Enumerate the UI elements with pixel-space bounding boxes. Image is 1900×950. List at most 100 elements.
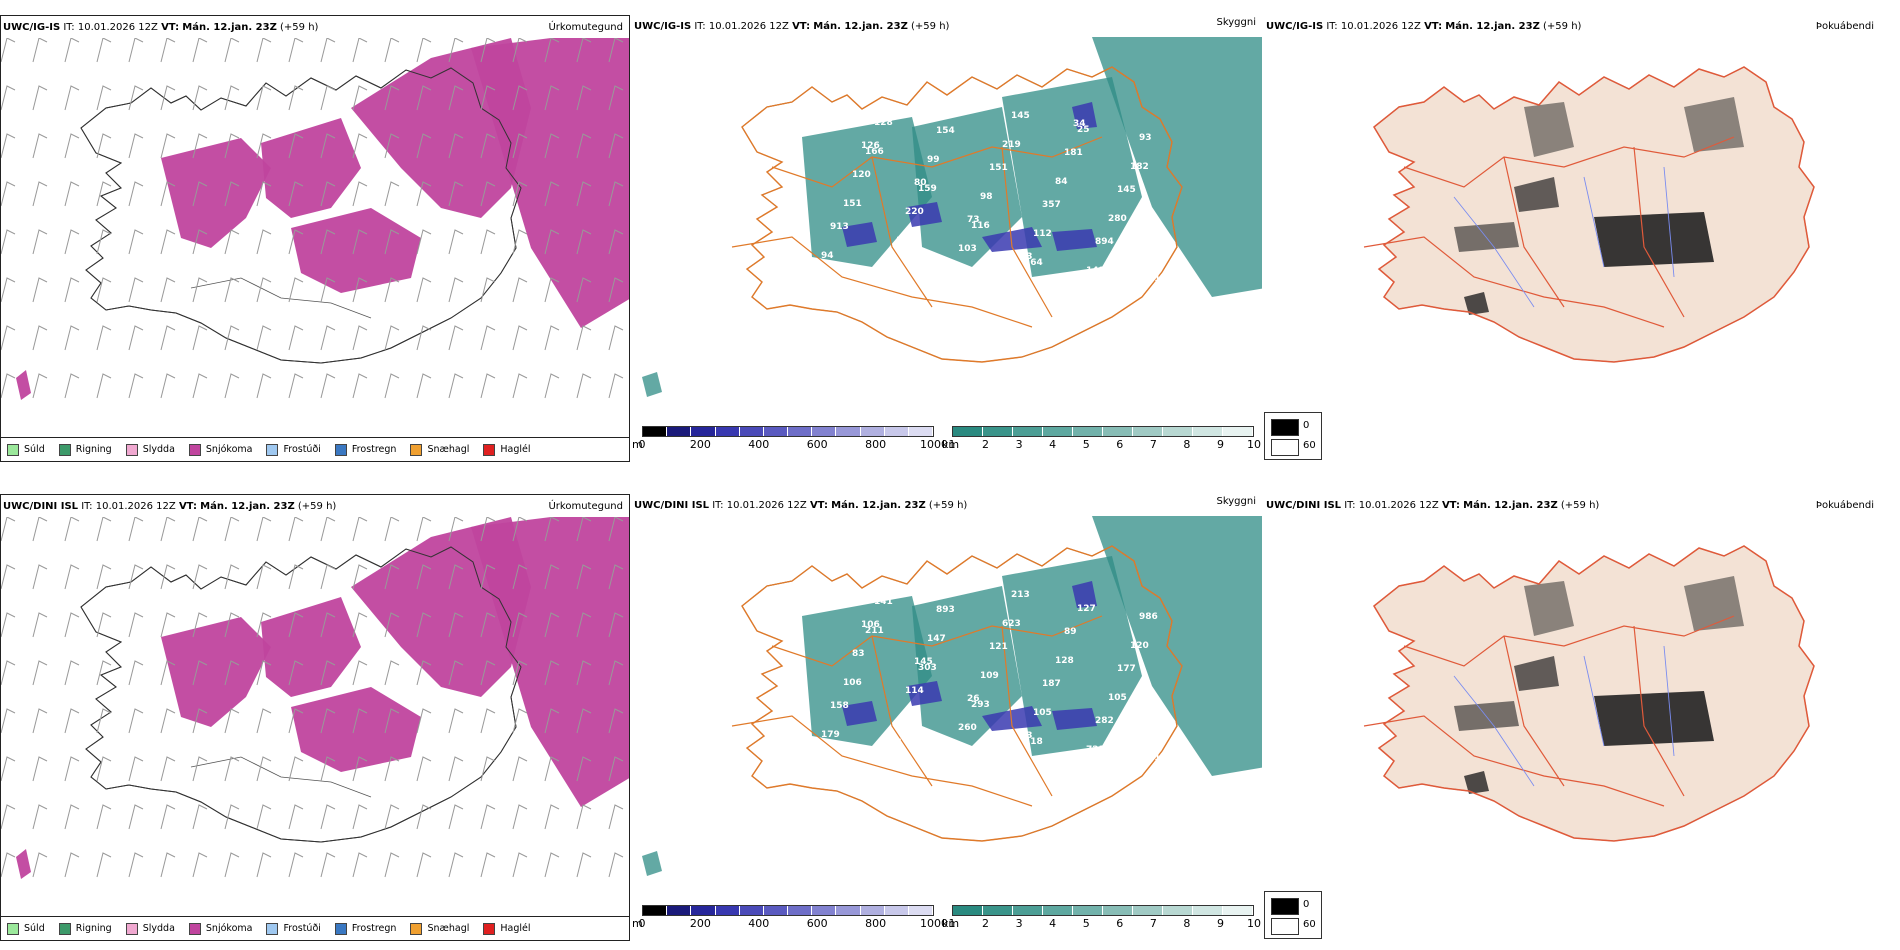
panel-title: Skyggni [1216, 17, 1256, 28]
colorbar-tick: 600 [806, 917, 828, 930]
colorbar-tick: 3 [1015, 438, 1023, 451]
legend-swatch [410, 922, 423, 935]
colorbar-tick: 200 [689, 917, 711, 930]
ceiling-value-label: 177 [1117, 664, 1136, 674]
ceiling-value-label: 463 [896, 715, 915, 725]
ceiling-value-label: 145 [1117, 185, 1136, 195]
fog-legend-dark-label: 0 [1303, 899, 1310, 910]
ceiling-value-label: 43 [1020, 731, 1033, 741]
panel-header: UWC/IG-IS IT: 10.01.2026 12Z VT: Mán. 12… [3, 22, 319, 33]
legend-item: Frostregn [334, 922, 396, 935]
ceiling-value-label: 159 [918, 184, 937, 194]
precip-type-legend: Súld Rigning Slydda Snjókoma Frostúði Frostre… [1, 916, 629, 940]
ceiling-value-label: 181 [1064, 148, 1083, 158]
legend-label: Slydda [142, 444, 175, 455]
panel-title: Skyggni [1216, 496, 1256, 507]
ceiling-value-label: 120 [1130, 641, 1149, 651]
ceiling-value-label: 282 [1095, 716, 1114, 726]
legend-label: Haglél [500, 444, 531, 455]
legend-swatch [188, 922, 201, 935]
colorbar-tick: 10 [1247, 917, 1261, 930]
legend-item: Snæhagl [410, 922, 469, 935]
colorbar-tick: 800 [865, 917, 887, 930]
colorbar-tick: 5 [1082, 917, 1090, 930]
precip-type-map [1, 38, 629, 400]
legend-item: Haglél [483, 922, 531, 935]
fog-panel-bottom: UWC/DINI ISL IT: 10.01.2026 12Z VT: Mán.… [1264, 494, 1894, 941]
colorbar-unit: m [632, 917, 643, 930]
ceiling-value-label: 141 [874, 597, 893, 607]
panel-header: UWC/IG-IS IT: 10.01.2026 12Z VT: Mán. 12… [1266, 21, 1582, 32]
fog-panel-top: UWC/IG-IS IT: 10.01.2026 12Z VT: Mán. 12… [1264, 15, 1894, 462]
colorbar-tick: 400 [748, 917, 770, 930]
ceiling-value-label: 280 [1108, 214, 1127, 224]
ceiling-value-label: 411 [1148, 274, 1167, 284]
panel-header: UWC/DINI ISL IT: 10.01.2026 12Z VT: Mán.… [1266, 500, 1600, 511]
fog-index-map [1363, 66, 1815, 363]
legend-label: Snjókoma [205, 923, 253, 934]
ceiling-value-label: 121 [883, 259, 902, 269]
colorbar-tick: 6 [1116, 438, 1124, 451]
legend-item: Snæhagl [410, 443, 469, 456]
colorbar-tick: 9 [1216, 438, 1224, 451]
ceiling-value-label: 126 [861, 141, 880, 151]
legend-label: Súld [24, 923, 45, 934]
colorbar-tick: 5 [1082, 438, 1090, 451]
ceiling-value-label: 128 [874, 118, 893, 128]
colorbar-tick: 1000 [920, 917, 948, 930]
legend-swatch [410, 443, 423, 456]
panel-title: Þokuábendi [1815, 500, 1874, 511]
visibility-colorbar: km 1 2 3 4 5 6 7 8 9 10 [942, 426, 1261, 456]
legend-item: Frostúði [266, 443, 321, 456]
ceiling-value-label: 151 [989, 163, 1008, 173]
ceiling-value-label: 120 [852, 170, 871, 180]
fog-legend-light-label: 60 [1303, 919, 1316, 930]
ceiling-value-label: 357 [1042, 200, 1061, 210]
ceiling-value-label: 148 [1086, 266, 1105, 276]
ceiling-value-label: 145 [914, 657, 933, 667]
ceiling-value-label: 112 [1033, 229, 1052, 239]
ceiling-value-label: 303 [918, 663, 937, 673]
colorbar-tick: 3 [1015, 917, 1023, 930]
cloud-visibility-map: 216 211 303 293 118 127 120 106 463 340 623 128 105 1… [642, 516, 1262, 876]
panel-title: Þokuábendi [1815, 21, 1874, 32]
legend-item: Rigning [58, 922, 112, 935]
cloud-panel-top: UWC/IG-IS IT: 10.01.2026 12Z VT: Mán. 12… [632, 15, 1262, 462]
ceiling-value-label: 913 [830, 222, 849, 232]
colorbar-unit: km [942, 917, 960, 930]
cloud-base-colorbar: m 0 200 400 600 800 1000 [632, 905, 948, 935]
legend-label: Frostúði [283, 923, 321, 934]
fog-legend-light-label: 60 [1303, 440, 1316, 451]
ceiling-value-label: 216 [812, 589, 831, 599]
colorbar-tick: 6 [1116, 917, 1124, 930]
legend-label: Frostúði [283, 444, 321, 455]
ceiling-value-label: 43 [1020, 252, 1033, 262]
legend-swatch [334, 922, 347, 935]
ceiling-value-label: 127 [1077, 604, 1096, 614]
legend-swatch [266, 443, 279, 456]
colorbar-tick: 7 [1149, 917, 1157, 930]
ceiling-value-label: 151 [843, 199, 862, 209]
legend-item: Slydda [125, 922, 175, 935]
ceiling-value-label: 34 [1073, 119, 1086, 129]
ceiling-value-label: 103 [958, 244, 977, 254]
ptype-panel-bottom: UWC/DINI ISL IT: 10.01.2026 12Z VT: Mán.… [0, 494, 630, 941]
colorbar-tick: 0 [638, 438, 646, 451]
colorbar-tick: 10 [1247, 438, 1261, 451]
ceiling-value-label: 154 [936, 126, 955, 136]
ceiling-value-label: 623 [1002, 619, 1021, 629]
ceiling-value-label: 93 [1139, 133, 1152, 143]
cloud-visibility-map: 601 166 159 116 164 25 182 151 126 223 219 84 280 94 1… [642, 37, 1262, 397]
panel-header: UWC/DINI ISL IT: 10.01.2026 12Z VT: Mán.… [3, 501, 337, 512]
ceiling-value-label: 187 [1042, 679, 1061, 689]
colorbar-tick: 7 [1149, 438, 1157, 451]
panel-header: UWC/IG-IS IT: 10.01.2026 12Z VT: Mán. 12… [634, 21, 950, 32]
legend-swatch [266, 922, 279, 935]
legend-item: Frostregn [334, 443, 396, 456]
ceiling-value-label: 721 [1086, 745, 1105, 755]
visibility-colorbar: km 1 2 3 4 5 6 7 8 9 10 [942, 905, 1261, 935]
panel-header: UWC/DINI ISL IT: 10.01.2026 12Z VT: Mán.… [634, 500, 968, 511]
cloud-panel-bottom: UWC/DINI ISL IT: 10.01.2026 12Z VT: Mán.… [632, 494, 1262, 941]
colorbar-unit: m [632, 438, 643, 451]
ceiling-value-label: 166 [865, 147, 884, 157]
